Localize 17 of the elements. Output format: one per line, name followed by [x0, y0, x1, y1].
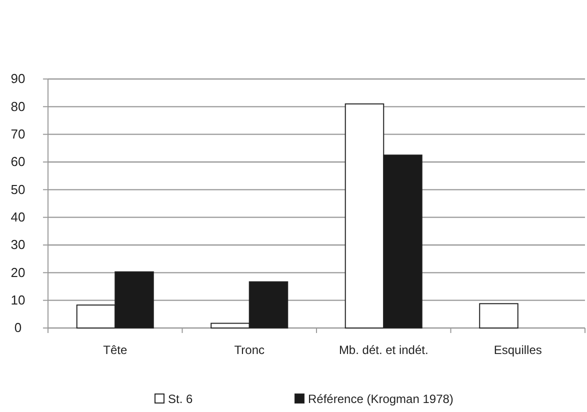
bar [479, 303, 518, 328]
x-tick-label: Mb. dét. et indét. [338, 342, 428, 357]
y-tick-label: 90 [10, 71, 26, 86]
y-tick-label: 60 [10, 154, 26, 170]
y-tick-label: 20 [10, 264, 26, 280]
y-tick-label: 80 [10, 98, 26, 114]
legend-label: Référence (Krogman 1978) [308, 392, 454, 406]
y-tick-label: 50 [10, 182, 26, 197]
y-tick-label: 10 [10, 292, 26, 308]
y-tick-label: 30 [10, 237, 26, 252]
x-tick-label: Esquilles [494, 342, 542, 357]
y-tick-label: 70 [10, 126, 26, 142]
x-tick-label: Tête [103, 342, 128, 357]
y-tick-label: 40 [10, 209, 26, 224]
legend-label: St. 6 [168, 392, 194, 406]
x-tick-label: Tronc [234, 342, 264, 357]
y-tick-label: 0 [14, 320, 22, 336]
